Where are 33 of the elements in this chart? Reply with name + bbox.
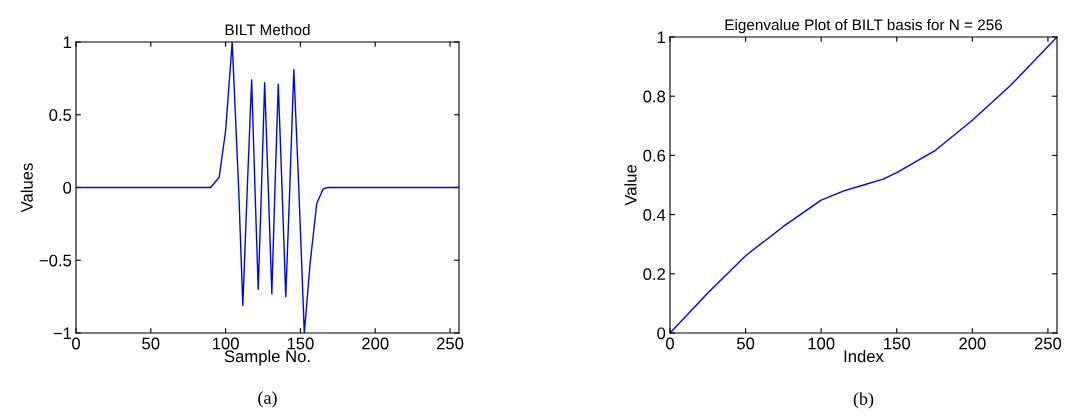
y-tick-label: 0.2 bbox=[643, 268, 665, 280]
text: (a) bbox=[258, 391, 277, 408]
y-tick-label: 1 bbox=[63, 36, 72, 49]
y-tick-label: 0.4 bbox=[643, 209, 666, 221]
y-tick-label: 1 bbox=[657, 31, 666, 44]
x-tick-label: 100 bbox=[212, 337, 239, 350]
x-tick-label: 50 bbox=[142, 337, 160, 350]
x-tick-label: 200 bbox=[362, 337, 389, 350]
x-axis-title: Sample No. bbox=[224, 349, 310, 366]
y-tick-label: 0.8 bbox=[643, 90, 666, 103]
y-tick-label: 0.6 bbox=[643, 149, 666, 162]
chart-title: Eigenvalue Plot of BILT basis for N = 256 bbox=[725, 18, 1003, 34]
x-tick-label: 50 bbox=[736, 337, 755, 350]
x-tick-label: 250 bbox=[436, 337, 464, 350]
x-tick-label: 100 bbox=[808, 337, 835, 350]
x-tick-label: 0 bbox=[666, 337, 674, 350]
y-tick-label: 0.5 bbox=[49, 109, 72, 121]
chart-title: BILT Method bbox=[225, 23, 310, 36]
y-tick-label: 0 bbox=[657, 327, 666, 340]
x-tick-label: 250 bbox=[1034, 337, 1062, 350]
text: (b) bbox=[853, 392, 874, 409]
y-axis-title: Values bbox=[20, 163, 33, 213]
y-tick-label: −1 bbox=[53, 327, 72, 340]
x-tick-label: 150 bbox=[287, 337, 314, 350]
x-tick-label: 200 bbox=[959, 337, 986, 350]
y-tick-label: 0 bbox=[63, 181, 72, 194]
x-axis-title: Index bbox=[844, 349, 884, 363]
x-tick-label: 0 bbox=[72, 337, 80, 350]
y-axis-title: Value bbox=[624, 165, 637, 206]
line-series bbox=[670, 37, 1057, 333]
line-series bbox=[76, 42, 459, 333]
y-tick-label: −0.5 bbox=[39, 254, 72, 267]
x-tick-label: 150 bbox=[884, 337, 911, 350]
